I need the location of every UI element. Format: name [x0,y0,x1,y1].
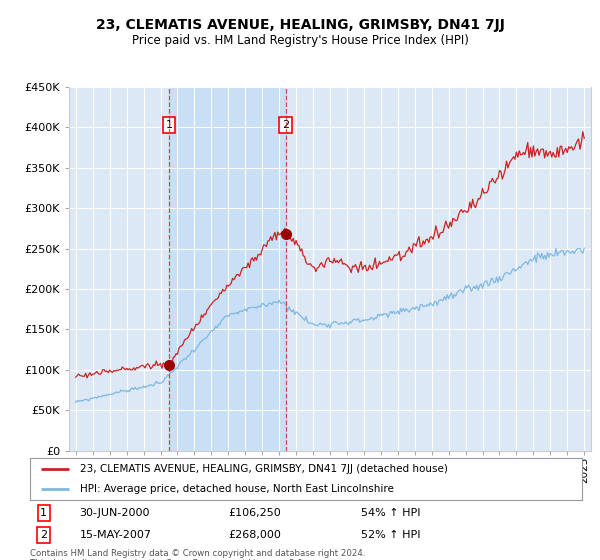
Text: 52% ↑ HPI: 52% ↑ HPI [361,530,421,540]
Text: 2: 2 [40,530,47,540]
Text: 54% ↑ HPI: 54% ↑ HPI [361,508,421,518]
Text: 23, CLEMATIS AVENUE, HEALING, GRIMSBY, DN41 7JJ: 23, CLEMATIS AVENUE, HEALING, GRIMSBY, D… [95,18,505,32]
Text: 23, CLEMATIS AVENUE, HEALING, GRIMSBY, DN41 7JJ (detached house): 23, CLEMATIS AVENUE, HEALING, GRIMSBY, D… [80,464,448,474]
Text: £268,000: £268,000 [229,530,281,540]
Text: 2: 2 [282,120,289,130]
Text: HPI: Average price, detached house, North East Lincolnshire: HPI: Average price, detached house, Nort… [80,484,394,494]
Text: Contains HM Land Registry data © Crown copyright and database right 2024.
This d: Contains HM Land Registry data © Crown c… [30,549,365,560]
Text: 1: 1 [40,508,47,518]
Text: £106,250: £106,250 [229,508,281,518]
Text: 15-MAY-2007: 15-MAY-2007 [80,530,152,540]
Text: 1: 1 [166,120,172,130]
Bar [169,87,286,451]
Text: 30-JUN-2000: 30-JUN-2000 [80,508,150,518]
Text: Price paid vs. HM Land Registry's House Price Index (HPI): Price paid vs. HM Land Registry's House … [131,34,469,47]
